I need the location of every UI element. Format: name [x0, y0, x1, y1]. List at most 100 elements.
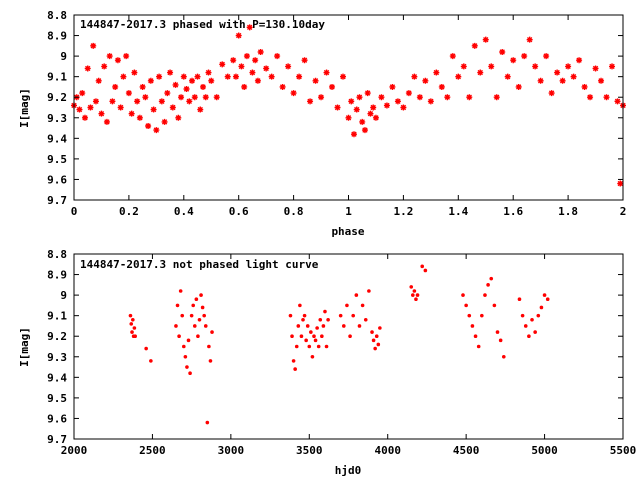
raw-data-point [423, 268, 428, 273]
phased-data-point [120, 73, 127, 80]
phased-data-point [296, 73, 303, 80]
phased-data-point [95, 77, 102, 84]
raw-data-point [288, 313, 293, 318]
phased-data-point [427, 98, 434, 105]
phased-data-point [87, 104, 94, 111]
phased-data-point [241, 83, 248, 90]
raw-data-point [309, 330, 313, 334]
raw-data-point [367, 289, 371, 293]
phased-data-point [172, 81, 179, 88]
raw-x-tick-label: 5000 [531, 444, 558, 457]
phased-data-point [598, 77, 605, 84]
raw-data-point [464, 303, 468, 308]
raw-data-point [208, 359, 213, 363]
phased-data-point [444, 94, 451, 101]
phased-data-point [515, 83, 522, 90]
raw-data-point [374, 334, 379, 339]
phased-data-point [125, 90, 132, 97]
phased-data-point [156, 73, 163, 80]
phased-y-tick-label: 9.1 [47, 71, 67, 84]
raw-data-point [310, 354, 315, 359]
raw-data-point [312, 334, 316, 339]
phased-data-point [167, 69, 174, 76]
phased-data-point [81, 114, 88, 121]
raw-light-curve-panel: 2000 2500 3000 3500 4000 4500 5000 5500 8.8 8.9 9 9… [18, 248, 636, 477]
phased-data-point [254, 77, 261, 84]
phased-data-point [285, 63, 292, 70]
raw-data-point [376, 342, 381, 347]
raw-data-point [530, 317, 534, 322]
raw-data-point [338, 313, 343, 318]
phased-data-point [131, 69, 138, 76]
raw-data-point [188, 371, 192, 376]
raw-data-point [473, 334, 478, 339]
phased-x-tick-label: 1.4 [448, 205, 468, 218]
raw-data-point [298, 303, 302, 308]
phased-data-point [150, 106, 157, 113]
phased-data-point [213, 94, 220, 101]
phased-plot-frame [73, 14, 624, 201]
raw-data-point [192, 324, 197, 328]
raw-data-point [321, 324, 326, 328]
raw-data-point [199, 293, 203, 297]
phased-data-point [318, 94, 325, 101]
raw-y-axis-label: I[mag] [18, 327, 31, 367]
raw-data-point [305, 324, 310, 328]
phased-data-point [548, 90, 555, 97]
phased-data-point [504, 73, 511, 80]
raw-data-point [178, 289, 183, 293]
phased-data-point [194, 73, 201, 80]
phased-data-point [617, 180, 624, 187]
phased-data-point [312, 77, 319, 84]
phased-data-point [92, 98, 99, 105]
raw-data-point [291, 359, 296, 363]
raw-data-point [483, 293, 487, 297]
phased-data-point [576, 57, 583, 64]
phased-data-point [79, 90, 86, 97]
raw-y-tick-label: 9.7 [47, 433, 67, 446]
raw-data-point [351, 313, 356, 318]
phased-data-point [161, 118, 168, 125]
phased-data-point [356, 94, 363, 101]
phased-data-point [359, 118, 366, 125]
phased-points [71, 24, 626, 187]
raw-data-point [296, 324, 301, 328]
phased-data-point [238, 63, 245, 70]
raw-x-tick-label: 2500 [139, 444, 166, 457]
phased-data-point [232, 73, 239, 80]
phased-data-point [521, 53, 528, 60]
raw-chart-title: 144847-2017.3 not phased light curve [80, 258, 319, 271]
phased-data-point [191, 94, 198, 101]
phased-data-point [438, 83, 445, 90]
phased-x-tick-label: 0 [71, 205, 78, 218]
raw-y-tick-label: 9.6 [47, 412, 67, 425]
raw-data-point [203, 324, 208, 328]
raw-data-point [293, 367, 297, 371]
raw-data-point [542, 293, 547, 297]
phased-x-tick-label: 0.6 [229, 205, 249, 218]
raw-data-point [307, 344, 312, 349]
phased-data-point [103, 118, 110, 125]
phased-data-point [350, 131, 357, 138]
phased-y-tick-label: 9.2 [47, 91, 67, 104]
phased-data-point [499, 49, 506, 55]
phased-data-point [603, 94, 610, 101]
phased-data-point [243, 53, 250, 60]
raw-y-tick-label: 9.1 [47, 310, 67, 323]
raw-data-point [301, 317, 305, 322]
raw-data-point [133, 334, 137, 339]
phased-data-point [279, 83, 286, 90]
phased-data-point [570, 73, 577, 80]
phased-data-point [76, 106, 83, 113]
phased-x-tick-label: 1.6 [503, 205, 523, 218]
phased-data-point [455, 73, 462, 80]
raw-data-point [370, 330, 374, 334]
raw-data-point [130, 330, 134, 334]
phased-data-point [592, 65, 599, 72]
raw-data-point [189, 313, 194, 318]
phased-data-point [411, 73, 418, 80]
phased-data-point [252, 57, 259, 64]
phased-y-tick-label: 9.4 [47, 132, 67, 145]
raw-x-tick-label: 4000 [374, 444, 401, 457]
phased-data-point [202, 94, 209, 101]
